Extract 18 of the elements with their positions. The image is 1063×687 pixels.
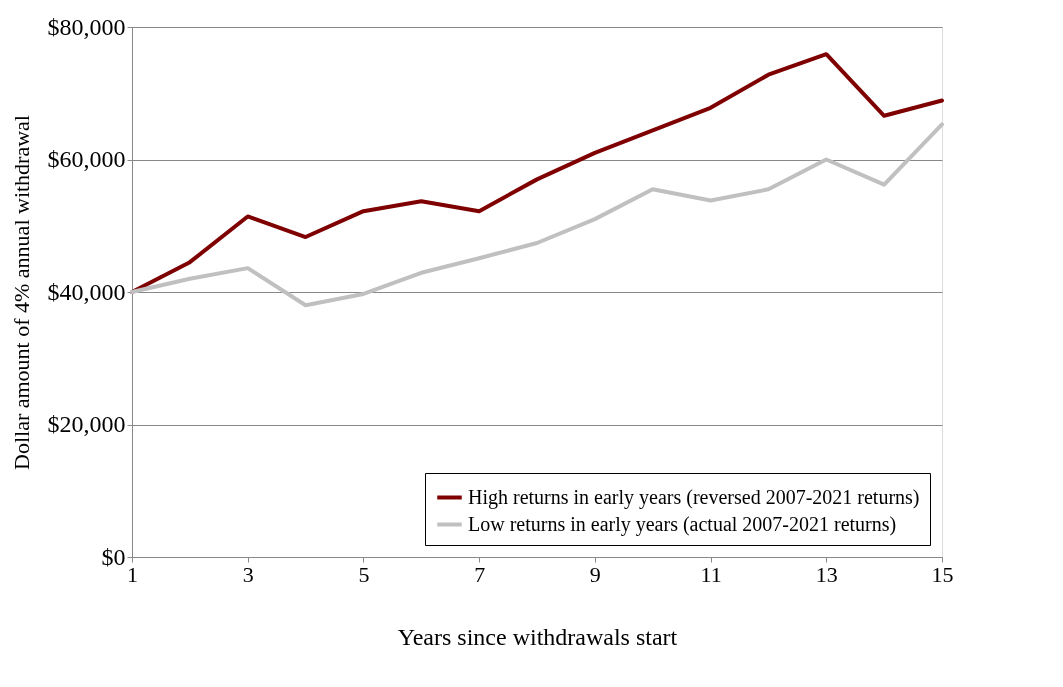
x-axis-title: Years since withdrawals start: [397, 623, 678, 650]
x-tick-label: 3: [242, 561, 254, 587]
y-tick-label: $40,000: [47, 278, 126, 305]
line-series: [130, 122, 944, 308]
x-tick-label: 11: [700, 561, 722, 587]
x-tick-label: 1: [127, 561, 138, 587]
x-tick-label: 5: [358, 561, 370, 587]
legend-label: Low returns in early years (actual 2007-2021 returns): [468, 512, 897, 536]
y-tick-label: $80,000: [47, 13, 126, 40]
x-tick-label: 7: [474, 561, 486, 587]
y-tick-label: $60,000: [47, 146, 126, 172]
x-tick-label: 9: [589, 561, 601, 587]
y-axis-title: Dollar amount of 4% annual withdrawal: [8, 115, 34, 470]
x-tick-label: 13: [815, 561, 838, 587]
x-tick-label: 15: [931, 561, 954, 587]
y-tick-label: $20,000: [47, 411, 126, 437]
legend-label: High returns in early years (reversed 2007-2021 returns): [468, 485, 920, 509]
y-tick-label: $0: [101, 543, 126, 570]
